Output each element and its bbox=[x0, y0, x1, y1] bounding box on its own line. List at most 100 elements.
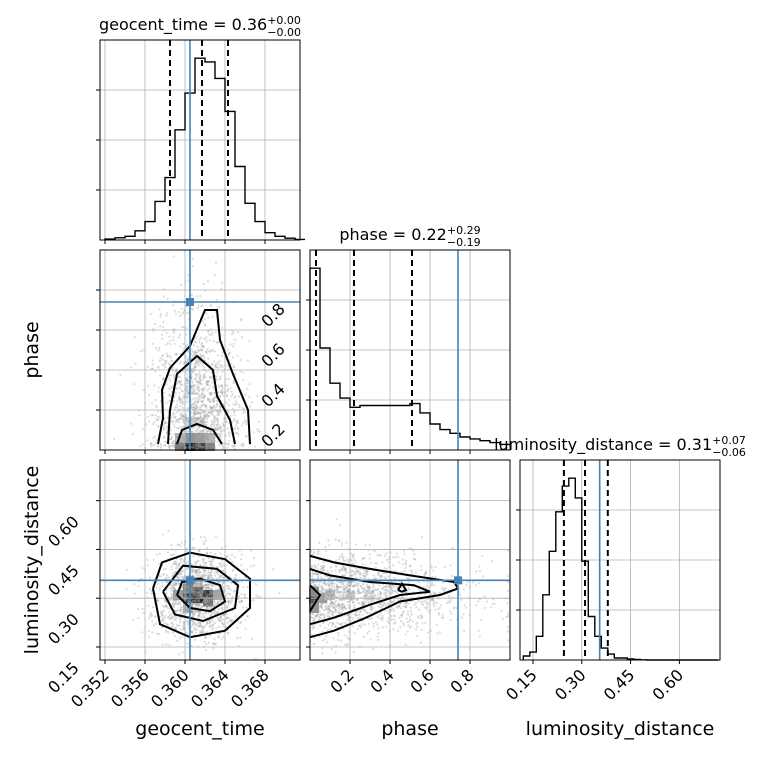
scatter-point-luminosity_distance_vs_geocent_time bbox=[174, 581, 177, 584]
scatter-point-phase_vs_geocent_time bbox=[163, 359, 166, 362]
scatter-point-luminosity_distance_vs_geocent_time bbox=[234, 615, 237, 618]
scatter-point-luminosity_distance_vs_phase bbox=[506, 615, 510, 618]
scatter-point-phase_vs_geocent_time bbox=[194, 351, 198, 354]
scatter-point-luminosity_distance_vs_phase bbox=[317, 550, 320, 554]
scatter-point-luminosity_distance_vs_phase bbox=[433, 604, 436, 608]
scatter-point-luminosity_distance_vs_phase bbox=[472, 581, 475, 584]
scatter-point-phase_vs_geocent_time bbox=[177, 375, 180, 378]
scatter-point-phase_vs_geocent_time bbox=[174, 412, 177, 415]
scatter-point-phase_vs_geocent_time bbox=[199, 435, 203, 438]
scatter-point-phase_vs_geocent_time bbox=[170, 360, 173, 363]
scatter-point-luminosity_distance_vs_phase bbox=[368, 622, 371, 625]
scatter-point-phase_vs_geocent_time bbox=[169, 386, 172, 389]
scatter-point-phase_vs_geocent_time bbox=[202, 377, 205, 381]
scatter-point-luminosity_distance_vs_phase bbox=[353, 580, 356, 584]
scatter-point-phase_vs_geocent_time bbox=[194, 420, 198, 423]
scatter-point-phase_vs_geocent_time bbox=[154, 413, 157, 417]
scatter-point-phase_vs_geocent_time bbox=[205, 381, 208, 385]
scatter-point-phase_vs_geocent_time bbox=[203, 386, 206, 389]
scatter-point-luminosity_distance_vs_phase bbox=[321, 630, 324, 633]
scatter-point-luminosity_distance_vs_phase bbox=[386, 602, 389, 605]
scatter-point-phase_vs_geocent_time bbox=[213, 445, 216, 448]
scatter-point-luminosity_distance_vs_phase bbox=[475, 604, 478, 607]
scatter-point-luminosity_distance_vs_geocent_time bbox=[235, 573, 238, 577]
scatter-point-phase_vs_geocent_time bbox=[205, 417, 209, 420]
scatter-point-luminosity_distance_vs_geocent_time bbox=[207, 574, 210, 577]
scatter-point-luminosity_distance_vs_phase bbox=[368, 630, 371, 633]
scatter-point-phase_vs_geocent_time bbox=[196, 411, 199, 415]
scatter-point-luminosity_distance_vs_geocent_time bbox=[211, 590, 214, 593]
scatter-point-phase_vs_geocent_time bbox=[186, 437, 189, 440]
scatter-point-luminosity_distance_vs_phase bbox=[422, 600, 425, 603]
scatter-point-phase_vs_geocent_time bbox=[172, 338, 175, 341]
scatter-point-luminosity_distance_vs_geocent_time bbox=[193, 613, 196, 616]
scatter-point-luminosity_distance_vs_phase bbox=[392, 556, 395, 559]
scatter-point-phase_vs_geocent_time bbox=[201, 345, 204, 348]
scatter-point-luminosity_distance_vs_phase bbox=[362, 574, 365, 577]
scatter-point-luminosity_distance_vs_phase bbox=[368, 557, 371, 560]
scatter-point-phase_vs_geocent_time bbox=[199, 382, 202, 385]
scatter-point-luminosity_distance_vs_geocent_time bbox=[209, 562, 212, 565]
scatter-point-phase_vs_geocent_time bbox=[199, 348, 202, 351]
scatter-point-phase_vs_geocent_time bbox=[173, 425, 176, 428]
scatter-point-phase_vs_geocent_time bbox=[245, 420, 248, 423]
scatter-point-luminosity_distance_vs_phase bbox=[347, 560, 350, 563]
scatter-point-phase_vs_geocent_time bbox=[210, 432, 214, 435]
scatter-point-luminosity_distance_vs_phase bbox=[329, 566, 332, 569]
scatter-point-luminosity_distance_vs_geocent_time bbox=[185, 631, 188, 634]
scatter-point-phase_vs_geocent_time bbox=[238, 406, 241, 409]
scatter-point-luminosity_distance_vs_geocent_time bbox=[196, 591, 199, 594]
scatter-point-luminosity_distance_vs_phase bbox=[431, 583, 434, 586]
scatter-point-phase_vs_geocent_time bbox=[225, 421, 228, 424]
scatter-point-luminosity_distance_vs_geocent_time bbox=[177, 564, 180, 567]
xtick-label-phase: 0.8 bbox=[446, 665, 477, 696]
scatter-point-luminosity_distance_vs_geocent_time bbox=[192, 621, 195, 624]
scatter-point-luminosity_distance_vs_phase bbox=[340, 591, 343, 594]
scatter-point-luminosity_distance_vs_geocent_time bbox=[132, 618, 135, 621]
scatter-point-luminosity_distance_vs_geocent_time bbox=[167, 631, 170, 634]
panel-title-luminosity_distance: luminosity_distance = 0.31+0.07 −0.06 bbox=[494, 434, 746, 459]
scatter-point-luminosity_distance_vs_phase bbox=[312, 608, 316, 612]
scatter-point-luminosity_distance_vs_geocent_time bbox=[199, 571, 202, 574]
scatter-point-phase_vs_geocent_time bbox=[209, 411, 212, 414]
scatter-point-luminosity_distance_vs_phase bbox=[366, 612, 369, 615]
scatter-point-luminosity_distance_vs_geocent_time bbox=[215, 627, 218, 630]
scatter-point-phase_vs_geocent_time bbox=[179, 380, 182, 383]
scatter-point-phase_vs_geocent_time bbox=[233, 365, 236, 368]
scatter-point-phase_vs_geocent_time bbox=[209, 392, 212, 395]
density-cell-luminosity_distance_vs_geocent_time bbox=[193, 586, 203, 597]
scatter-point-luminosity_distance_vs_phase bbox=[409, 569, 412, 572]
scatter-point-phase_vs_geocent_time bbox=[190, 348, 193, 351]
scatter-point-luminosity_distance_vs_geocent_time bbox=[170, 587, 173, 590]
scatter-point-luminosity_distance_vs_phase bbox=[403, 552, 406, 555]
scatter-point-luminosity_distance_vs_phase bbox=[383, 554, 386, 558]
scatter-point-phase_vs_geocent_time bbox=[242, 443, 245, 446]
scatter-point-luminosity_distance_vs_phase bbox=[500, 609, 503, 613]
scatter-point-luminosity_distance_vs_geocent_time bbox=[195, 572, 198, 575]
scatter-point-luminosity_distance_vs_phase bbox=[450, 547, 454, 550]
density-cell-luminosity_distance_vs_phase bbox=[325, 590, 335, 600]
scatter-point-luminosity_distance_vs_geocent_time bbox=[201, 592, 204, 595]
scatter-point-luminosity_distance_vs_phase bbox=[426, 603, 429, 606]
scatter-point-phase_vs_geocent_time bbox=[180, 399, 183, 403]
scatter-point-phase_vs_geocent_time bbox=[185, 430, 188, 433]
scatter-point-phase_vs_geocent_time bbox=[179, 444, 182, 447]
scatter-point-phase_vs_geocent_time bbox=[248, 395, 251, 398]
scatter-point-phase_vs_geocent_time bbox=[198, 390, 201, 393]
scatter-point-luminosity_distance_vs_geocent_time bbox=[177, 602, 180, 606]
scatter-point-phase_vs_geocent_time bbox=[141, 427, 145, 430]
scatter-point-phase_vs_geocent_time bbox=[200, 412, 203, 415]
scatter-point-phase_vs_geocent_time bbox=[198, 434, 201, 438]
scatter-point-luminosity_distance_vs_geocent_time bbox=[161, 643, 164, 646]
scatter-point-phase_vs_geocent_time bbox=[218, 444, 221, 447]
scatter-point-luminosity_distance_vs_geocent_time bbox=[230, 581, 233, 585]
scatter-point-luminosity_distance_vs_phase bbox=[339, 555, 342, 558]
density-cell-luminosity_distance_vs_geocent_time bbox=[213, 590, 223, 600]
scatter-point-luminosity_distance_vs_geocent_time bbox=[217, 619, 220, 622]
scatter-point-luminosity_distance_vs_phase bbox=[420, 565, 423, 568]
scatter-point-luminosity_distance_vs_phase bbox=[436, 632, 439, 635]
scatter-point-phase_vs_geocent_time bbox=[163, 426, 166, 429]
scatter-point-phase_vs_geocent_time bbox=[193, 351, 196, 354]
scatter-point-phase_vs_geocent_time bbox=[202, 410, 205, 413]
scatter-point-phase_vs_geocent_time bbox=[195, 387, 198, 390]
